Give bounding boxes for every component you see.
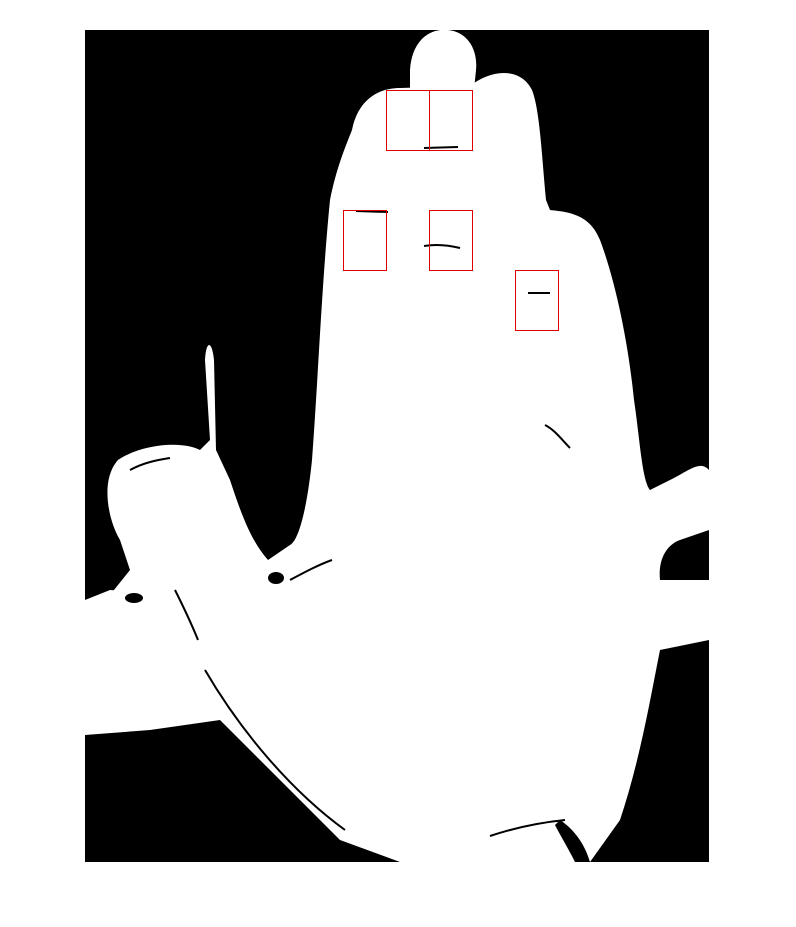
- hand-silhouette: [85, 30, 709, 862]
- hand-mask-svg: [85, 30, 709, 862]
- mask-holes: [125, 572, 590, 862]
- detection-box-4: [429, 210, 473, 271]
- detection-box-1: [386, 90, 430, 151]
- detection-box-3: [343, 210, 387, 271]
- segmentation-mask: [85, 30, 709, 862]
- crease-lines: [129, 146, 571, 837]
- detection-box-2: [429, 90, 473, 151]
- detection-box-5: [515, 270, 559, 331]
